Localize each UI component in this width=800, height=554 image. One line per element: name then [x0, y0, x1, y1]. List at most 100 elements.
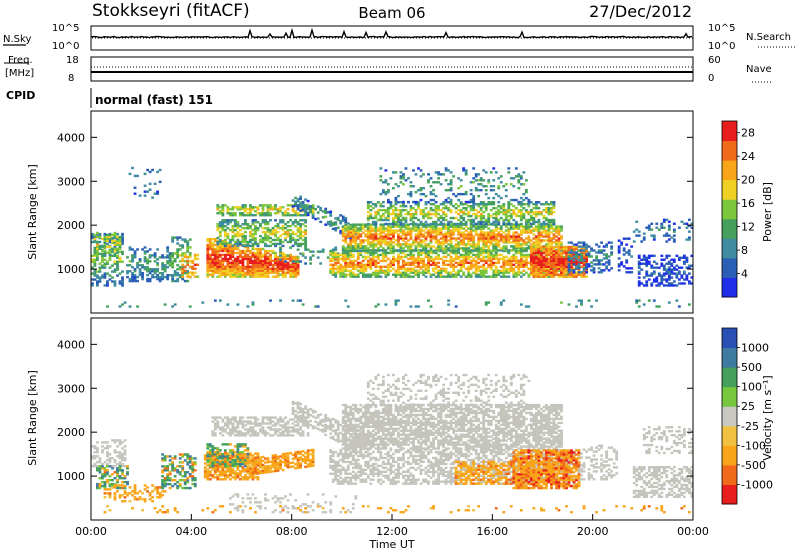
power-cell: [582, 255, 586, 259]
power-cell: [93, 237, 97, 241]
power-cell: [442, 206, 445, 210]
power-cell: [289, 236, 292, 240]
power-cell: [233, 251, 237, 255]
power-cell: [517, 225, 521, 228]
power-cell: [221, 253, 225, 257]
power-cell: [542, 265, 546, 268]
power-cell: [116, 274, 119, 277]
power-cell: [381, 229, 385, 232]
power-cell: [532, 257, 536, 261]
power-cell: [449, 187, 453, 190]
power-cell: [464, 251, 468, 255]
power-cell: [452, 231, 456, 234]
power-cell: [447, 235, 450, 238]
power-cell: [482, 233, 486, 236]
power-cell: [306, 207, 310, 211]
power-cell: [349, 239, 353, 242]
power-cell: [274, 253, 277, 257]
power-cell: [454, 210, 458, 214]
power-cell: [467, 233, 471, 236]
power-cell: [244, 204, 247, 207]
power-cell: [547, 235, 551, 238]
power-cell: [218, 240, 222, 244]
power-cell: [193, 275, 197, 278]
power-cell: [238, 259, 242, 263]
power-cell: [665, 256, 669, 259]
power-cell: [392, 261, 395, 265]
power-cell: [106, 280, 109, 283]
power-cell: [397, 194, 400, 198]
power-cell: [407, 177, 410, 180]
power-cell: [316, 250, 320, 253]
power-cell: [414, 216, 418, 220]
power-cell: [504, 245, 508, 248]
power-cell: [527, 235, 531, 238]
power-cell: [379, 235, 383, 238]
power-cell: [261, 208, 265, 211]
power-cell: [156, 264, 160, 267]
power-cell: [228, 273, 232, 276]
power-cell: [392, 208, 395, 212]
power-cell: [630, 267, 634, 270]
power-cell: [504, 188, 508, 192]
power-cell: [412, 212, 415, 216]
power-cell: [479, 239, 483, 242]
power-cell: [524, 227, 528, 230]
power-cell: [499, 237, 503, 240]
power-cell: [389, 261, 393, 265]
power-cell: [577, 261, 581, 265]
power-cell: [113, 231, 117, 235]
power-cell: [557, 225, 561, 228]
power-cell: [299, 252, 302, 255]
power-cell: [231, 234, 235, 238]
power-cell: [264, 261, 267, 265]
power-cell: [522, 214, 526, 218]
power-cell: [399, 235, 403, 238]
power-cell: [444, 200, 448, 204]
power-cell: [236, 230, 240, 234]
power-cell: [138, 273, 142, 277]
power-cell: [384, 208, 388, 212]
power-cell: [575, 243, 578, 246]
power-cell: [329, 267, 333, 270]
power-cell: [600, 259, 603, 262]
power-cell: [228, 228, 232, 232]
power-cell: [96, 270, 99, 273]
power-cell: [537, 223, 541, 226]
power-cell: [472, 263, 476, 267]
power-cell: [376, 257, 380, 261]
power-cell: [524, 203, 528, 206]
power-cell: [181, 253, 185, 257]
power-cell: [146, 277, 149, 281]
power-cell: [236, 255, 240, 259]
power-cell: [524, 225, 528, 228]
power-cell: [582, 261, 586, 265]
power-cell: [537, 241, 541, 244]
power-cell: [221, 273, 225, 276]
power-cell: [386, 212, 390, 216]
power-cell: [364, 223, 368, 226]
power-cell: [349, 269, 353, 272]
power-cell: [467, 210, 471, 214]
power-cell: [301, 303, 305, 306]
power-cell: [286, 240, 290, 244]
power-cell: [186, 279, 190, 283]
power-cell: [178, 236, 182, 239]
power-cell: [259, 224, 262, 228]
power-cell: [534, 201, 538, 204]
power-cell: [269, 206, 272, 209]
power-cell: [572, 257, 576, 261]
power-cell: [467, 241, 471, 244]
power-cell: [444, 249, 448, 252]
power-cell: [206, 269, 210, 272]
power-cell: [504, 233, 508, 236]
power-cell: [213, 269, 217, 272]
power-cell: [447, 208, 450, 212]
power-cell: [474, 269, 478, 272]
power-cell: [339, 271, 343, 274]
power-cell: [494, 271, 498, 274]
power-cell: [479, 247, 483, 250]
power-cell: [447, 303, 450, 306]
power-cell: [341, 229, 345, 232]
power-cell: [231, 267, 235, 270]
